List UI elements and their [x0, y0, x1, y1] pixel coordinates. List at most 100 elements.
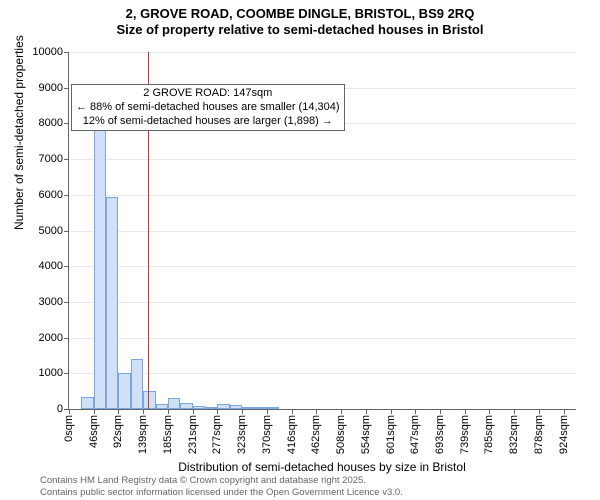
x-tick-mark: [564, 409, 565, 414]
histogram-bar: [81, 397, 93, 409]
x-tick-label: 508sqm: [335, 415, 347, 454]
y-axis-label: Number of semi-detached properties: [12, 35, 26, 230]
chart-plot-area: 0100020003000400050006000700080009000100…: [68, 52, 576, 410]
x-tick-label: 139sqm: [137, 415, 149, 454]
y-tick-mark: [64, 52, 69, 53]
attribution-block: Contains HM Land Registry data © Crown c…: [40, 475, 403, 498]
x-tick-mark: [391, 409, 392, 414]
gridline: [69, 338, 576, 339]
histogram-bar: [143, 391, 155, 409]
gridline: [69, 52, 576, 53]
histogram-bar: [267, 407, 279, 409]
x-tick-label: 370sqm: [261, 415, 273, 454]
x-tick-label: 323sqm: [236, 415, 248, 454]
attribution-line-2: Contains public sector information licen…: [40, 487, 403, 498]
x-tick-label: 0sqm: [63, 415, 75, 442]
x-tick-mark: [217, 409, 218, 414]
gridline: [69, 195, 576, 196]
y-tick-label: 1000: [39, 367, 63, 379]
plot-region: 0100020003000400050006000700080009000100…: [68, 52, 576, 410]
x-tick-label: 601sqm: [385, 415, 397, 454]
x-tick-label: 416sqm: [286, 415, 298, 454]
gridline: [69, 373, 576, 374]
x-tick-label: 924sqm: [558, 415, 570, 454]
y-tick-label: 7000: [39, 153, 63, 165]
x-axis-label: Distribution of semi-detached houses by …: [68, 460, 576, 474]
x-tick-label: 277sqm: [211, 415, 223, 454]
x-tick-mark: [94, 409, 95, 414]
callout-box: 2 GROVE ROAD: 147sqm← 88% of semi-detach…: [71, 84, 345, 131]
x-tick-label: 231sqm: [187, 415, 199, 454]
y-tick-label: 8000: [39, 117, 63, 129]
histogram-bar: [131, 359, 143, 409]
title-line-1: 2, GROVE ROAD, COOMBE DINGLE, BRISTOL, B…: [0, 6, 600, 22]
y-tick-label: 9000: [39, 82, 63, 94]
x-tick-mark: [366, 409, 367, 414]
y-tick-mark: [64, 338, 69, 339]
y-tick-mark: [64, 302, 69, 303]
histogram-bar: [230, 405, 242, 409]
x-tick-mark: [489, 409, 490, 414]
gridline: [69, 159, 576, 160]
x-tick-mark: [143, 409, 144, 414]
x-tick-mark: [341, 409, 342, 414]
x-tick-label: 554sqm: [360, 415, 372, 454]
y-tick-mark: [64, 123, 69, 124]
x-tick-mark: [292, 409, 293, 414]
attribution-line-1: Contains HM Land Registry data © Crown c…: [40, 475, 403, 486]
y-tick-label: 6000: [39, 189, 63, 201]
histogram-bar: [217, 404, 229, 409]
callout-title: 2 GROVE ROAD: 147sqm: [76, 87, 340, 101]
histogram-bar: [106, 197, 118, 409]
y-tick-mark: [64, 195, 69, 196]
histogram-bar: [118, 373, 130, 409]
y-tick-mark: [64, 88, 69, 89]
y-tick-mark: [64, 231, 69, 232]
x-tick-mark: [316, 409, 317, 414]
x-tick-label: 647sqm: [409, 415, 421, 454]
histogram-bar: [156, 404, 168, 409]
x-tick-label: 785sqm: [483, 415, 495, 454]
x-tick-label: 92sqm: [112, 415, 124, 448]
x-tick-mark: [415, 409, 416, 414]
x-tick-mark: [118, 409, 119, 414]
histogram-bar: [94, 129, 106, 409]
y-tick-label: 5000: [39, 225, 63, 237]
y-tick-mark: [64, 159, 69, 160]
x-tick-mark: [193, 409, 194, 414]
gridline: [69, 231, 576, 232]
callout-smaller-line: ← 88% of semi-detached houses are smalle…: [76, 101, 340, 115]
x-tick-mark: [242, 409, 243, 414]
x-tick-label: 693sqm: [434, 415, 446, 454]
histogram-bar: [168, 398, 180, 409]
y-tick-label: 2000: [39, 332, 63, 344]
x-tick-label: 46sqm: [88, 415, 100, 448]
gridline: [69, 266, 576, 267]
x-tick-mark: [514, 409, 515, 414]
y-tick-label: 4000: [39, 260, 63, 272]
chart-title-block: 2, GROVE ROAD, COOMBE DINGLE, BRISTOL, B…: [0, 0, 600, 39]
y-tick-mark: [64, 373, 69, 374]
histogram-bar: [193, 406, 205, 409]
x-tick-label: 739sqm: [459, 415, 471, 454]
x-tick-mark: [465, 409, 466, 414]
histogram-bar: [242, 407, 254, 409]
x-tick-mark: [267, 409, 268, 414]
y-tick-mark: [64, 266, 69, 267]
histogram-bar: [205, 407, 217, 409]
callout-larger-line: 12% of semi-detached houses are larger (…: [76, 115, 340, 129]
x-tick-label: 462sqm: [310, 415, 322, 454]
x-tick-mark: [539, 409, 540, 414]
title-line-2: Size of property relative to semi-detach…: [0, 22, 600, 38]
y-tick-label: 0: [57, 403, 63, 415]
x-tick-mark: [168, 409, 169, 414]
x-tick-label: 832sqm: [508, 415, 520, 454]
x-tick-mark: [440, 409, 441, 414]
x-tick-label: 185sqm: [162, 415, 174, 454]
gridline: [69, 302, 576, 303]
x-tick-label: 878sqm: [533, 415, 545, 454]
histogram-bar: [254, 407, 266, 409]
y-tick-label: 10000: [32, 46, 63, 58]
y-tick-label: 3000: [39, 296, 63, 308]
histogram-bar: [180, 403, 192, 409]
